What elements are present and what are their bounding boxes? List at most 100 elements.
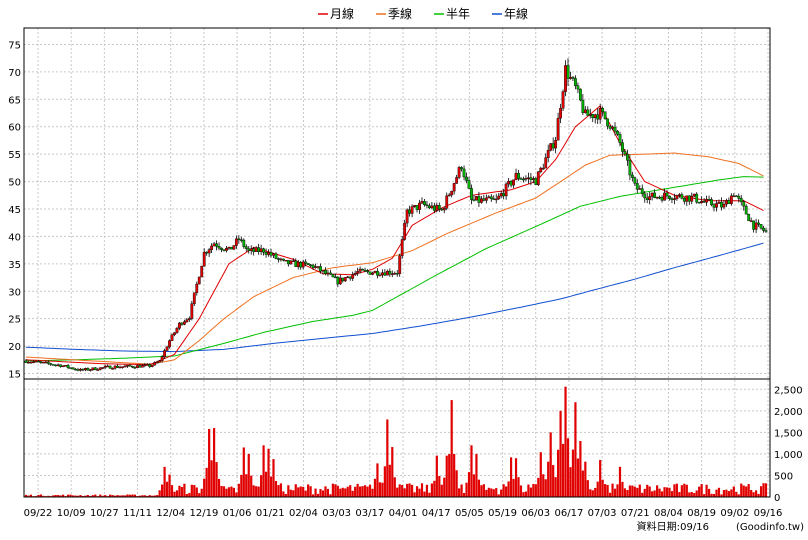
- volume-bar: [371, 488, 374, 497]
- volume-bar: [490, 488, 493, 497]
- volume-bar: [316, 493, 320, 497]
- volume-bar: [116, 495, 119, 497]
- candle: [435, 202, 439, 213]
- volume-bar: [589, 489, 592, 497]
- candle: [479, 195, 483, 204]
- date-tick-05/05: 05/05: [455, 508, 484, 519]
- volume-bar: [485, 489, 488, 497]
- date-tick-03/03: 03/03: [322, 508, 351, 519]
- candle: [249, 245, 253, 255]
- candle: [304, 259, 308, 267]
- candle: [239, 236, 243, 243]
- candle: [279, 257, 283, 262]
- volume-bar: [331, 483, 334, 497]
- volume-bar: [641, 492, 644, 497]
- candle: [267, 249, 270, 257]
- volume-bar: [175, 490, 179, 497]
- volume-bar: [418, 488, 421, 497]
- candle: [737, 193, 741, 203]
- footer-date-label: 資料日期:: [637, 520, 680, 533]
- candle: [41, 361, 45, 364]
- candle: [559, 103, 562, 124]
- candle: [677, 193, 681, 198]
- volume-bar: [611, 483, 614, 497]
- candle: [658, 195, 661, 200]
- volume-bar: [509, 457, 513, 497]
- volume-bar: [445, 455, 448, 497]
- volume-bar: [138, 495, 141, 497]
- chart-legend: 月線 季線 半年 年線: [318, 6, 528, 21]
- volume-bar: [730, 489, 733, 497]
- volume-bar: [715, 489, 718, 497]
- candle: [326, 270, 330, 277]
- date-axis-ticks: 09/22 10/09 10/27 11/11 12/04 12/19 01/06 01/21…: [24, 508, 783, 519]
- candle: [578, 88, 582, 102]
- volume-bar: [591, 490, 594, 497]
- volume-bar: [131, 494, 134, 497]
- volume-bar: [505, 486, 508, 497]
- candle: [371, 271, 374, 276]
- volume-bar: [314, 488, 317, 497]
- volume-bar: [59, 495, 62, 497]
- volume-bar: [458, 488, 461, 497]
- volume-bar: [408, 483, 411, 497]
- volume-bar: [356, 483, 359, 497]
- volume-bar: [146, 495, 149, 497]
- candle: [626, 149, 629, 166]
- candle: [61, 365, 65, 368]
- volume-bar: [91, 495, 94, 497]
- candle: [289, 260, 293, 265]
- candle: [121, 366, 124, 369]
- date-tick-09/02: 09/02: [720, 508, 749, 519]
- price-tick-50: 50: [8, 178, 21, 189]
- candle: [155, 360, 159, 364]
- date-tick-01/06: 01/06: [223, 508, 252, 519]
- volume-bar: [698, 486, 701, 497]
- candle: [546, 144, 550, 163]
- volume-bar: [292, 490, 295, 497]
- volume-bar: [282, 491, 285, 497]
- moving-average-lines: [25, 105, 764, 366]
- volume-bar: [84, 495, 87, 497]
- candle: [212, 241, 216, 247]
- volume-bar: [284, 493, 287, 497]
- candle: [554, 136, 558, 154]
- volume-bar: [683, 483, 686, 497]
- candle: [564, 60, 567, 97]
- candle: [98, 367, 102, 371]
- candle: [470, 184, 473, 205]
- candle: [670, 197, 674, 204]
- candle: [222, 249, 226, 252]
- legend-label-1: 季線: [388, 6, 412, 21]
- candle: [341, 277, 345, 283]
- candle: [484, 194, 488, 204]
- candle: [566, 58, 570, 87]
- candle: [306, 262, 310, 266]
- volume-bar: [564, 386, 567, 497]
- volume-bar: [123, 495, 127, 497]
- volume-bar: [559, 410, 562, 497]
- candle: [465, 172, 468, 184]
- volume-bar: [601, 479, 604, 497]
- volume-bar: [86, 494, 89, 497]
- volume-bar: [396, 487, 399, 497]
- volume-bar: [168, 474, 171, 497]
- candle: [673, 193, 676, 205]
- volume-bar: [376, 463, 379, 497]
- candle: [274, 252, 278, 260]
- volume-bar: [193, 484, 196, 497]
- candle: [591, 113, 595, 123]
- volume-bar: [37, 494, 40, 497]
- volume-bar: [178, 485, 181, 497]
- volume-bar: [517, 477, 520, 497]
- volume-bar: [190, 484, 193, 497]
- candle: [630, 171, 634, 182]
- volume-bar: [492, 489, 495, 497]
- date-tick-12/19: 12/19: [189, 508, 218, 519]
- candle: [475, 196, 478, 201]
- volume-bar: [752, 492, 755, 497]
- candle: [428, 203, 431, 210]
- candle: [91, 367, 95, 372]
- candle: [361, 268, 364, 271]
- volume-bar: [264, 471, 268, 497]
